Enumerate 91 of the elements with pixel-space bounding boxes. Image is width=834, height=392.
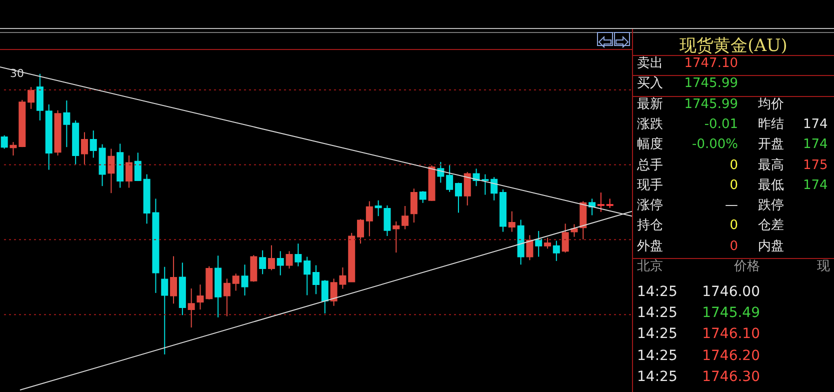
text: 现货黄金(AU): [678, 36, 788, 56]
text: -0.01: [704, 116, 738, 133]
candlestick: [0, 134, 8, 150]
candlestick: [606, 198, 614, 208]
text: 174: [803, 178, 828, 194]
text: 价格: [734, 259, 760, 275]
candlestick: [526, 234, 534, 261]
text: 175: [803, 158, 828, 174]
candlestick: [392, 220, 400, 254]
candlestick: [276, 250, 284, 276]
text: 0: [730, 238, 738, 255]
candlestick: [294, 243, 302, 267]
text: 14:25: [637, 348, 678, 364]
text: 0: [730, 158, 738, 174]
candlestick: [170, 256, 178, 304]
text: 1747.10: [684, 56, 738, 72]
text: 1745.49: [702, 305, 760, 322]
candlestick: [535, 230, 542, 258]
text: 现手: [637, 178, 663, 194]
text: 北京: [637, 259, 663, 275]
candlestick: [10, 142, 17, 156]
text: 总手: [637, 158, 663, 174]
text: 卖出: [637, 56, 663, 72]
text: 内盘: [758, 238, 784, 255]
candlestick: [90, 130, 97, 158]
candlestick: [188, 288, 195, 328]
text: 仓差: [758, 218, 784, 234]
candlestick: [63, 100, 70, 148]
text: 1745.99: [684, 76, 738, 92]
candlestick: [446, 164, 454, 192]
candlestick: [321, 280, 328, 314]
candlestick: [597, 192, 604, 212]
text: 1745.99: [684, 96, 738, 113]
candlestick: [232, 273, 240, 292]
candlestick: [80, 132, 88, 165]
candlestick: [161, 266, 168, 355]
text: 1746.20: [702, 348, 760, 364]
text: 涨跌: [637, 116, 663, 133]
candlestick: [419, 190, 426, 204]
candlestick: [357, 218, 364, 244]
text: 外盘: [637, 238, 663, 255]
text: 现: [817, 259, 830, 275]
text: 昨结: [758, 116, 784, 133]
candlestick: [366, 200, 373, 237]
text: 均价: [758, 96, 784, 113]
candlestick: [223, 278, 230, 317]
candlestick: [384, 204, 391, 237]
text: 14:25: [637, 284, 678, 300]
text: 14:25: [637, 305, 678, 322]
candlestick: [464, 172, 471, 206]
text: 14:25: [637, 326, 678, 342]
candlestick: [454, 182, 462, 214]
candlestick: [544, 237, 552, 250]
candlestick: [259, 250, 266, 275]
candlestick: [312, 264, 320, 295]
candlestick: [437, 161, 444, 184]
candlestick: [134, 152, 142, 182]
text: 开盘: [758, 137, 784, 154]
candlestick: [241, 264, 248, 296]
candlestick: [268, 244, 275, 271]
text: 174: [803, 137, 828, 154]
text: 买入: [637, 76, 663, 92]
text: 0: [730, 218, 738, 234]
candlestick: [508, 210, 516, 232]
text: 最新: [637, 96, 663, 113]
text: 1746.00: [702, 284, 760, 300]
text: 最高: [758, 158, 784, 174]
candlestick: [374, 200, 382, 217]
text: 跌停: [758, 198, 784, 214]
text: -0.00%: [692, 137, 738, 154]
candlestick: [286, 250, 293, 270]
text: 最低: [758, 178, 784, 194]
text: 174: [803, 116, 828, 133]
text: 涨停: [637, 198, 663, 214]
text: 0: [730, 178, 738, 194]
candlestick: [410, 188, 418, 224]
candlestick: [552, 240, 560, 262]
text: 14:25: [637, 368, 678, 385]
candlestick: [490, 176, 498, 201]
candlestick: [108, 148, 115, 194]
text: 1746.10: [702, 326, 760, 342]
candlestick: [126, 154, 133, 188]
text: 持仓: [637, 218, 663, 234]
candlestick: [28, 86, 35, 110]
candlestick: [196, 284, 204, 310]
text: 幅度: [637, 137, 663, 154]
text: 1746.30: [702, 368, 760, 385]
text: —: [725, 198, 738, 214]
candlestick: [36, 73, 44, 121]
candlestick: [402, 205, 409, 230]
candlestick: [304, 256, 311, 296]
